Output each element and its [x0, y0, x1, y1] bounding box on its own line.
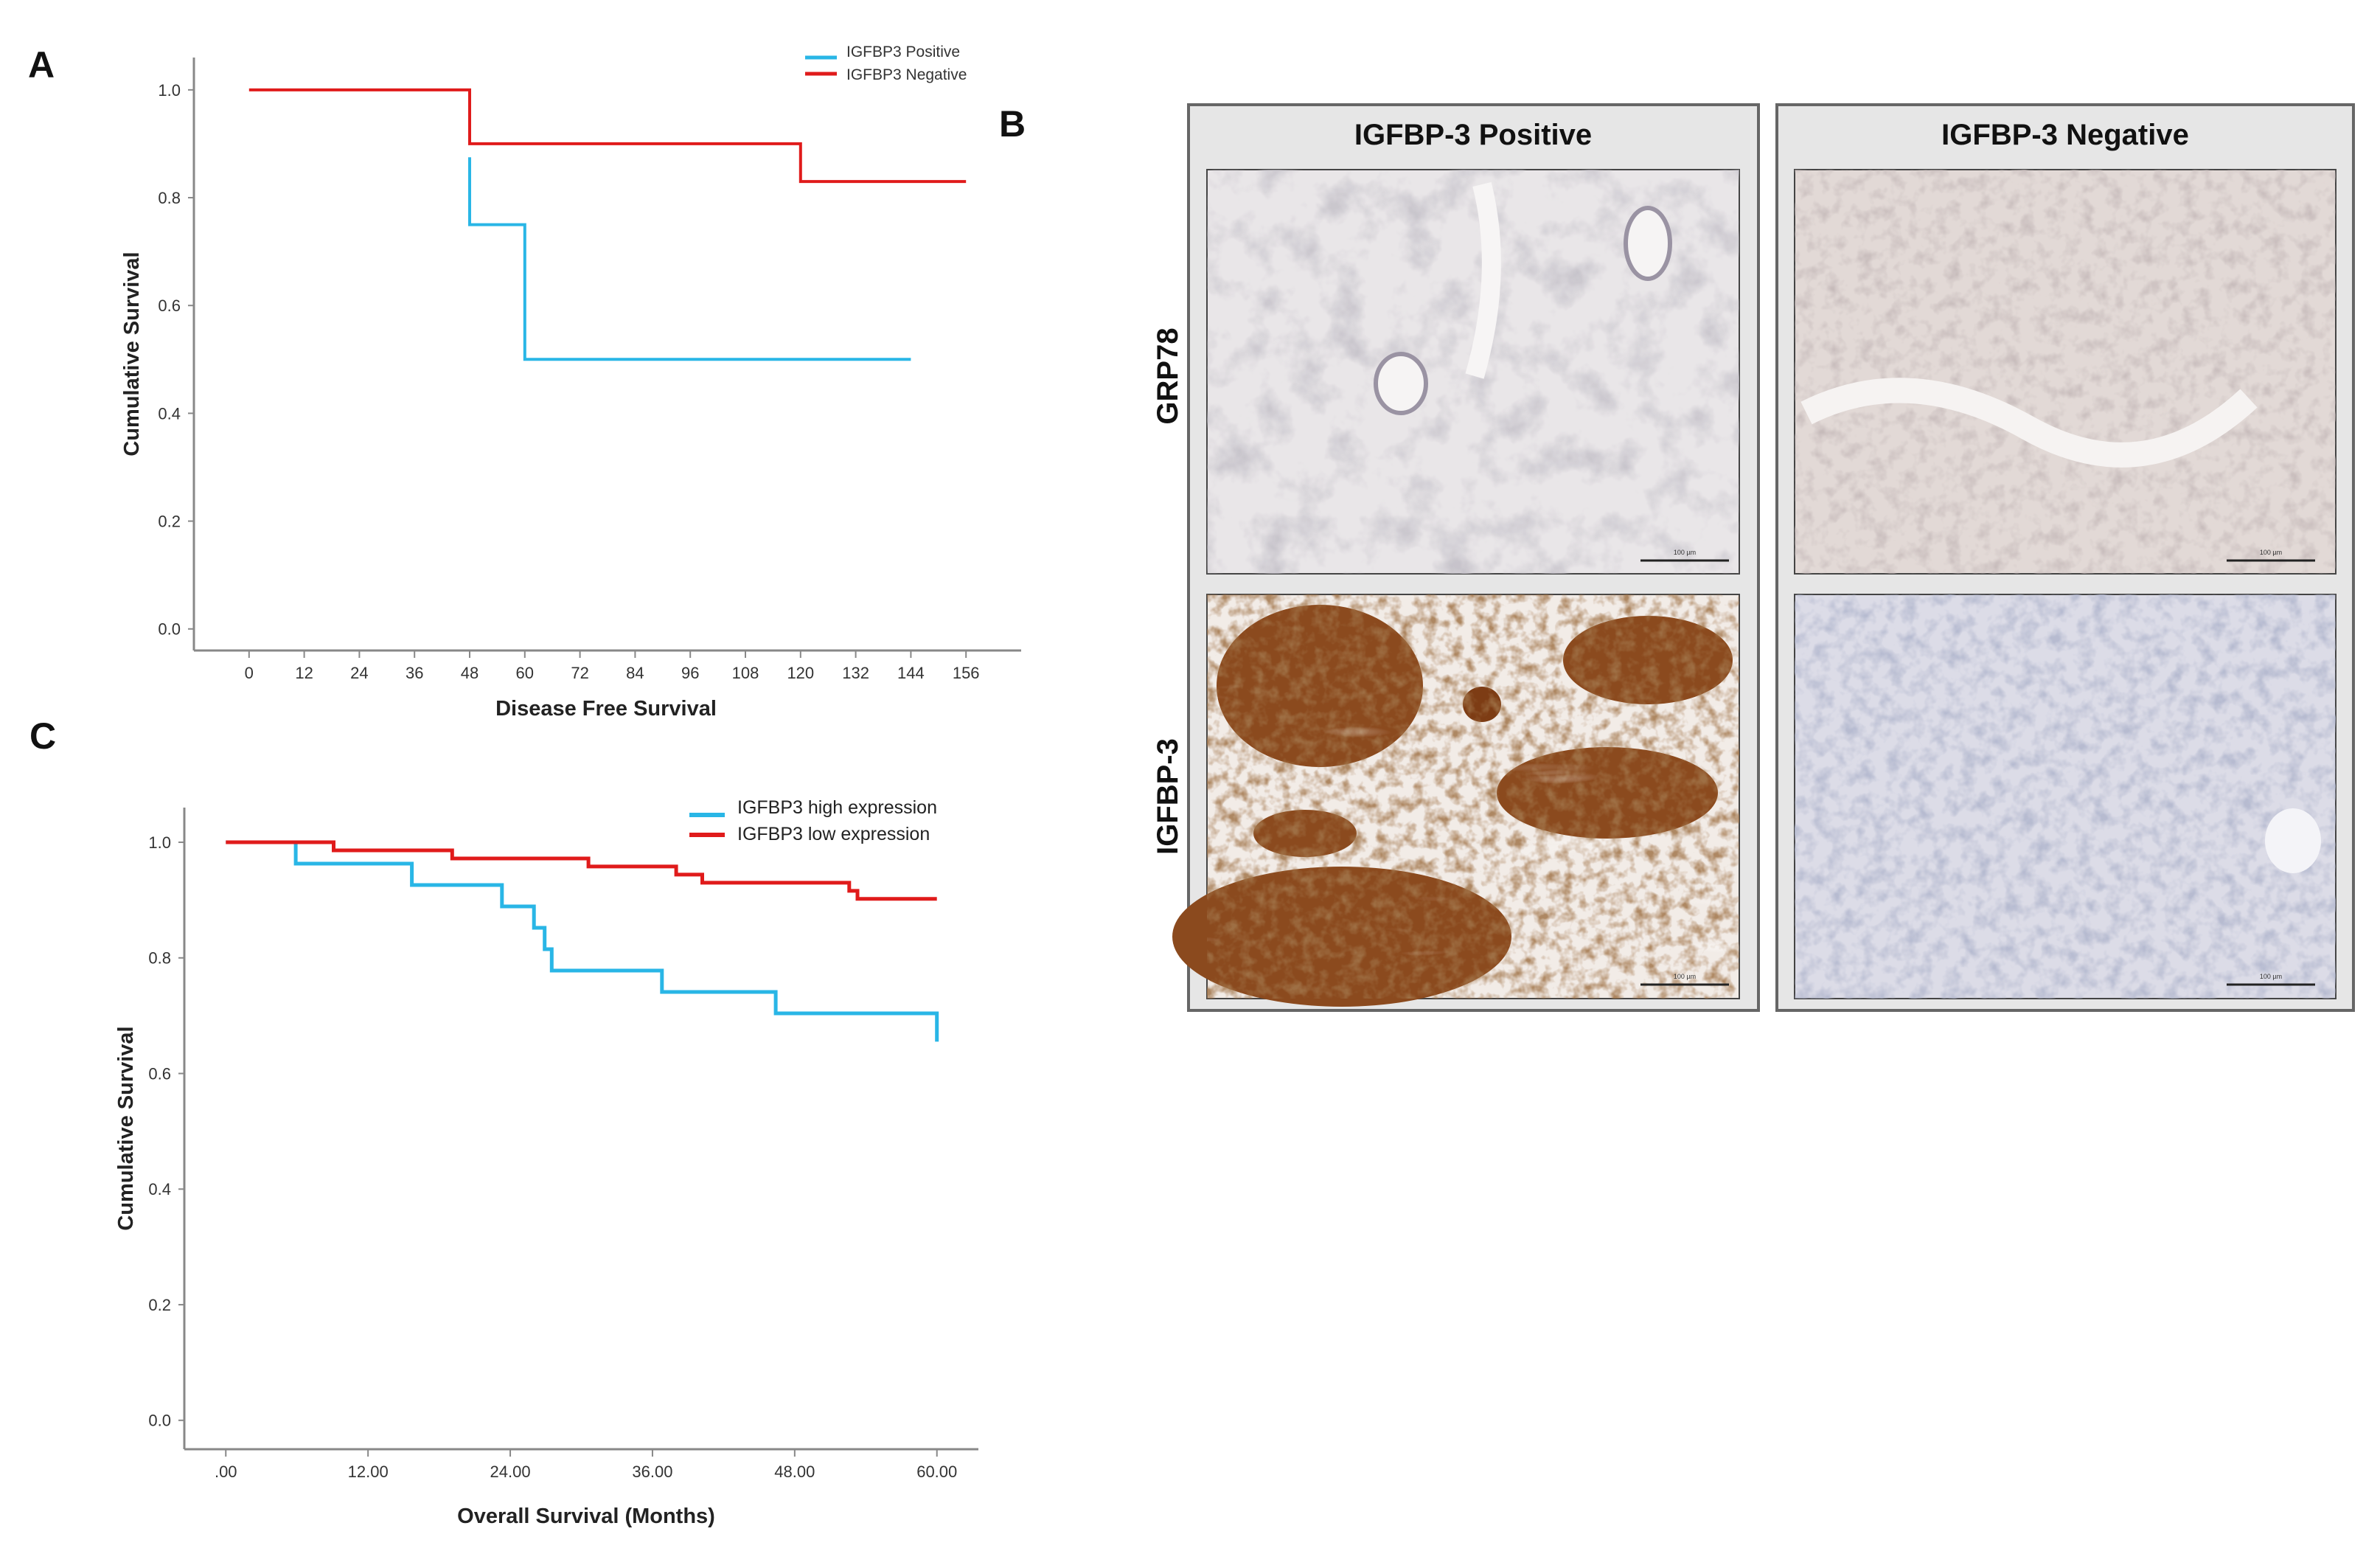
micrograph-igfbp3-positive: 100 µm: [1172, 594, 1740, 1007]
chart-a: 0 12 24 36 48 60 72 84 96 108 120 132 144 156 0.00.20…: [120, 44, 1021, 721]
micrograph-grp78-negative-stroma: [1800, 378, 2258, 468]
chart-c-legend-low: IGFBP3 low expression: [737, 824, 930, 844]
column-igfbp3-negative: IGFBP-3 Negative 100 µm 100 µm: [1775, 103, 2355, 1012]
micrograph-grp78-positive-duct: [1465, 181, 1501, 379]
y-tick-label: 0.8: [148, 949, 171, 968]
column-header-positive: IGFBP-3 Positive: [1354, 119, 1592, 151]
x-tick-label: 36: [406, 664, 423, 682]
chart-a-y-ticks: 0.0 0.2 0.4 0.6 0.8 1.0: [158, 81, 194, 639]
chart-a-y-label: Cumulative Survival: [120, 251, 144, 456]
y-tick-label: 0.0: [148, 1412, 171, 1430]
micrograph-panel: GRP78 IGFBP-3 IGFBP-3 Positive 100 µm: [1152, 103, 2355, 1012]
series-line-0: [226, 840, 939, 1042]
micrograph-grp78-positive-lumen: [1374, 352, 1428, 415]
x-tick-label: 144: [897, 664, 925, 682]
y-tick-label: 1.0: [148, 833, 171, 852]
micrograph-igfbp3-negative-texture: [1795, 594, 2336, 999]
x-tick-label: 36.00: [632, 1462, 672, 1481]
y-tick-label: 0.0: [158, 620, 181, 639]
micrograph-igfbp3-negative: 100 µm: [1794, 594, 2336, 999]
micrograph-grp78-negative-texture: [1795, 170, 2336, 574]
x-tick-label: .00: [215, 1462, 237, 1481]
chart-c: .00 12.00 24.00 36.00 48.00 60.00 0.00.20.40.…: [114, 797, 978, 1528]
column-igfbp3-positive: IGFBP-3 Positive 100 µm: [1172, 103, 1760, 1012]
panel-label-b: B: [999, 103, 1026, 145]
chart-a-x-label: Disease Free Survival: [495, 697, 717, 721]
x-tick-label: 48: [461, 664, 479, 682]
x-tick-label: 132: [842, 664, 869, 682]
y-tick-label: 0.6: [158, 296, 181, 315]
column-header-negative: IGFBP-3 Negative: [1941, 119, 2189, 151]
chart-a-x-ticks: 0 12 24 36 48 60 72 84 96 108 120 132 144 156: [245, 650, 980, 682]
y-tick-label: 0.8: [158, 189, 181, 207]
x-tick-label: 24.00: [490, 1462, 531, 1481]
series-line-1: [248, 88, 967, 184]
row-label-grp78: GRP78: [1152, 327, 1184, 424]
x-tick-label: 120: [787, 664, 814, 682]
chart-c-x-label: Overall Survival (Months): [457, 1505, 715, 1528]
x-tick-label: 24: [350, 664, 368, 682]
chart-a-legend-positive: IGFBP3 Positive: [846, 44, 960, 60]
x-tick-label: 60.00: [916, 1462, 957, 1481]
micrograph-grp78-positive: 100 µm: [1206, 169, 1740, 575]
chart-c-x-ticks: .00 12.00 24.00 36.00 48.00 60.00: [215, 1449, 957, 1481]
panel-label-c: C: [29, 715, 56, 757]
chart-c-legend-high: IGFBP3 high expression: [737, 797, 937, 818]
x-tick-label: 12.00: [348, 1462, 389, 1481]
micrograph-grp78-negative: 100 µm: [1794, 169, 2336, 575]
y-tick-label: 0.6: [148, 1064, 171, 1083]
scale-bar-label: 100 µm: [1674, 549, 1696, 556]
chart-c-legend: IGFBP3 high expression IGFBP3 low expres…: [689, 797, 937, 844]
x-tick-label: 60: [516, 664, 534, 682]
x-tick-label: 96: [681, 664, 699, 682]
chart-c-y-ticks: 0.0 0.2 0.4 0.6 0.8 1.0: [148, 833, 184, 1430]
micrograph-grp78-positive-lumen: [1624, 206, 1672, 281]
y-tick-label: 1.0: [158, 81, 181, 100]
x-tick-label: 72: [571, 664, 588, 682]
x-tick-label: 156: [953, 664, 980, 682]
chart-a-legend-negative: IGFBP3 Negative: [846, 66, 967, 83]
x-tick-label: 0: [245, 664, 254, 682]
chart-a-series: [248, 88, 967, 361]
scale-bar-label: 100 µm: [2260, 973, 2282, 980]
scale-bar-label: 100 µm: [1674, 973, 1696, 980]
panel-label-a: A: [28, 44, 55, 86]
y-tick-label: 0.4: [158, 404, 181, 423]
micrograph-igfbp3-positive-stroma: [1207, 594, 1739, 999]
x-tick-label: 84: [626, 664, 644, 682]
y-tick-label: 0.2: [158, 513, 181, 531]
chart-c-series: [226, 840, 939, 1042]
y-tick-label: 0.2: [148, 1296, 171, 1314]
x-tick-label: 12: [295, 664, 313, 682]
micrograph-igfbp3-negative-space: [2265, 808, 2321, 873]
series-line-1: [226, 840, 937, 901]
y-tick-label: 0.4: [148, 1180, 171, 1198]
x-tick-label: 48.00: [774, 1462, 815, 1481]
row-label-igfbp3: IGFBP-3: [1152, 738, 1184, 855]
chart-c-y-label: Cumulative Survival: [114, 1026, 138, 1230]
scale-bar-label: 100 µm: [2260, 549, 2282, 556]
x-tick-label: 108: [732, 664, 759, 682]
series-line-0: [468, 157, 911, 361]
chart-a-legend: IGFBP3 Positive IGFBP3 Negative: [805, 44, 967, 83]
